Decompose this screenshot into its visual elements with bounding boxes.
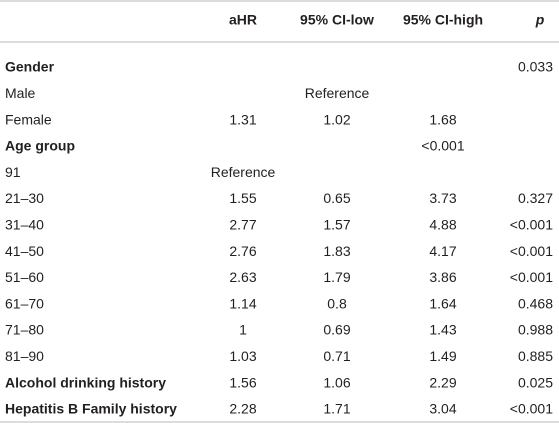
- column-header: 95% CI-high: [403, 12, 483, 28]
- cell: 1.79: [323, 269, 350, 285]
- cell: 1.31: [229, 111, 256, 127]
- cell: 2.63: [229, 269, 256, 285]
- cell: <0.001: [510, 269, 553, 285]
- row-label: Male: [5, 85, 36, 101]
- cell: 3.86: [429, 269, 456, 285]
- cell: 0.65: [323, 190, 350, 206]
- row-label: 81–90: [5, 348, 44, 364]
- row-label: Hepatitis B Family history: [5, 401, 177, 417]
- row-label: Gender: [5, 59, 55, 75]
- cell: 2.76: [229, 243, 256, 259]
- cell: 0.327: [518, 190, 553, 206]
- cell: <0.001: [510, 217, 553, 233]
- row-label: 91: [5, 164, 21, 180]
- cell: 4.17: [429, 243, 456, 259]
- cell: 1.57: [323, 217, 350, 233]
- cell: 3.04: [429, 401, 456, 417]
- column-header: 95% CI-low: [300, 12, 374, 28]
- row-label: Alcohol drinking history: [5, 374, 166, 390]
- cell: 1.06: [323, 374, 350, 390]
- row-label: Female: [5, 111, 52, 127]
- column-header: aHR: [229, 12, 257, 28]
- cell: 3.73: [429, 190, 456, 206]
- cell: 1: [239, 322, 247, 338]
- cell: <0.001: [510, 243, 553, 259]
- cell: 2.77: [229, 217, 256, 233]
- cell: Reference: [211, 164, 276, 180]
- cell: 1.02: [323, 111, 350, 127]
- cell: 0.885: [518, 348, 553, 364]
- cell: 1.83: [323, 243, 350, 259]
- cell: 0.71: [323, 348, 350, 364]
- row-label: 41–50: [5, 243, 44, 259]
- cell: 0.033: [518, 59, 553, 75]
- cell: 0.025: [518, 374, 553, 390]
- cell: 1.49: [429, 348, 456, 364]
- row-label: 51–60: [5, 269, 44, 285]
- cell: 1.71: [323, 401, 350, 417]
- cell: 1.55: [229, 190, 256, 206]
- cell: 1.64: [429, 295, 456, 311]
- row-label: 71–80: [5, 322, 44, 338]
- row-label: 21–30: [5, 190, 44, 206]
- cell: 1.43: [429, 322, 456, 338]
- row-label: 61–70: [5, 295, 44, 311]
- cell: <0.001: [421, 138, 464, 154]
- cell: Reference: [305, 85, 370, 101]
- cell: 0.468: [518, 295, 553, 311]
- cell: 0.69: [323, 322, 350, 338]
- cell: 2.29: [429, 374, 456, 390]
- cell: 1.14: [229, 295, 256, 311]
- cell: 4.88: [429, 217, 456, 233]
- cell: 2.28: [229, 401, 256, 417]
- cell: 1.68: [429, 111, 456, 127]
- cell: <0.001: [510, 401, 553, 417]
- cell: 0.988: [518, 322, 553, 338]
- cell: 1.56: [229, 374, 256, 390]
- row-label: 31–40: [5, 217, 44, 233]
- cell: 1.03: [229, 348, 256, 364]
- cell: 0.8: [327, 295, 347, 311]
- row-label: Age group: [5, 138, 75, 154]
- column-header: p: [535, 12, 545, 28]
